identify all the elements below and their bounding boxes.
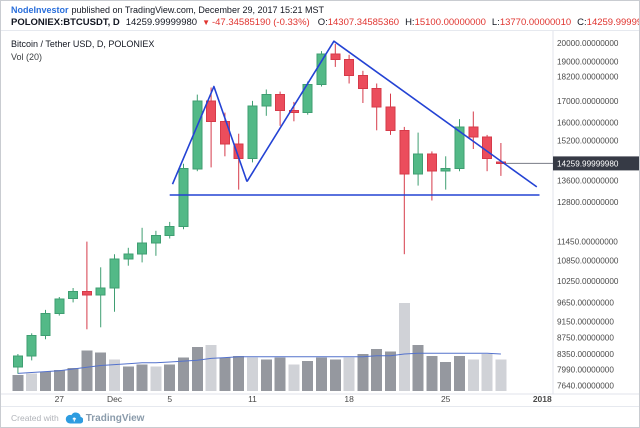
last-price-label-text: 14259.99999980 bbox=[557, 160, 619, 169]
header-bar: NodeInvestor published on TradingView.com… bbox=[1, 1, 639, 31]
svg-text:18: 18 bbox=[344, 394, 354, 404]
svg-text:16000.00000000: 16000.00000000 bbox=[557, 118, 619, 127]
price-change-text: -47.34585190 (-0.33%) bbox=[211, 17, 310, 28]
down-arrow-icon: ▼ bbox=[202, 18, 210, 27]
svg-text:27: 27 bbox=[55, 394, 65, 404]
high-label: H: bbox=[405, 17, 415, 28]
volume-ma-line bbox=[17, 352, 501, 374]
svg-text:5: 5 bbox=[167, 394, 172, 404]
svg-text:12800.00000000: 12800.00000000 bbox=[557, 198, 619, 207]
symbol-label[interactable]: POLONIEX:BTCUSDT, D bbox=[11, 17, 120, 28]
publish-line: NodeInvestor published on TradingView.com… bbox=[11, 4, 639, 16]
last-price-label bbox=[553, 156, 639, 171]
svg-text:11450.00000000: 11450.00000000 bbox=[557, 238, 618, 247]
svg-text:15200.00000000: 15200.00000000 bbox=[557, 137, 619, 146]
cloud-icon bbox=[65, 412, 83, 424]
footer-bar: Created with TradingView bbox=[1, 407, 639, 427]
svg-text:2018: 2018 bbox=[533, 394, 552, 404]
svg-text:9650.00000000: 9650.00000000 bbox=[557, 298, 614, 307]
volume-bars bbox=[12, 303, 507, 391]
close-value: 14259.99999980 bbox=[586, 17, 639, 28]
open-value: 14307.34585360 bbox=[327, 17, 400, 28]
svg-text:13600.00000000: 13600.00000000 bbox=[557, 176, 619, 185]
svg-text:20000.00000000: 20000.00000000 bbox=[557, 39, 619, 48]
chart-area[interactable]: 20000.00000000 19000.00000000 18200.000000… bbox=[1, 31, 640, 407]
last-price-text: 14259.99999980 bbox=[125, 17, 198, 28]
svg-text:11: 11 bbox=[248, 394, 257, 404]
tradingview-logo-text: TradingView bbox=[85, 412, 145, 424]
svg-text:10250.00000000: 10250.00000000 bbox=[557, 277, 619, 286]
tradingview-logo[interactable]: TradingView bbox=[65, 412, 145, 424]
time-axis[interactable]: 27 Dec 5 11 18 25 2018 bbox=[55, 394, 552, 404]
created-with-text: Created with bbox=[11, 413, 59, 423]
legend-volume-indicator[interactable]: Vol (20) bbox=[11, 52, 43, 62]
open-readout: O:14307.34585360 bbox=[318, 17, 399, 28]
low-label: L: bbox=[491, 17, 500, 28]
svg-text:8350.00000000: 8350.00000000 bbox=[557, 350, 614, 359]
published-info: published on TradingView.com, December 2… bbox=[71, 5, 324, 15]
candlestick-series bbox=[12, 43, 506, 374]
close-readout: C:14259.99999980 bbox=[577, 17, 639, 28]
svg-text:7640.00000000: 7640.00000000 bbox=[557, 382, 614, 391]
high-readout: H:15100.00000000 bbox=[405, 17, 486, 28]
low-readout: L:13770.00000010 bbox=[492, 17, 571, 28]
legend-symbol[interactable]: Bitcoin / Tether USD, D, POLONIEX bbox=[11, 39, 155, 49]
author-link[interactable]: NodeInvestor bbox=[11, 5, 69, 15]
svg-text:10850.00000000: 10850.00000000 bbox=[557, 257, 619, 266]
low-value: 13770.00000010 bbox=[499, 17, 572, 28]
symbol-line: POLONIEX:BTCUSDT, D 14259.99999980 ▼ -47.34… bbox=[11, 16, 639, 29]
svg-text:17000.00000000: 17000.00000000 bbox=[557, 97, 619, 106]
svg-text:Dec: Dec bbox=[107, 394, 123, 404]
svg-text:7990.00000000: 7990.00000000 bbox=[557, 366, 614, 375]
candlestick-chart[interactable]: 20000.00000000 19000.00000000 18200.000000… bbox=[1, 31, 640, 406]
svg-text:9150.00000000: 9150.00000000 bbox=[557, 317, 614, 326]
svg-text:19000.00000000: 19000.00000000 bbox=[557, 57, 619, 66]
price-axis[interactable]: 20000.00000000 19000.00000000 18200.000000… bbox=[557, 39, 619, 391]
close-label: C: bbox=[577, 17, 587, 28]
trendline-drawing[interactable] bbox=[169, 40, 540, 196]
open-label: O: bbox=[317, 17, 328, 28]
svg-text:8750.00000000: 8750.00000000 bbox=[557, 333, 614, 342]
high-value: 15100.00000000 bbox=[414, 17, 486, 28]
svg-text:25: 25 bbox=[441, 394, 451, 404]
chart-legend: Bitcoin / Tether USD, D, POLONIEX Vol (2… bbox=[11, 38, 154, 64]
svg-text:18200.00000000: 18200.00000000 bbox=[557, 73, 619, 82]
